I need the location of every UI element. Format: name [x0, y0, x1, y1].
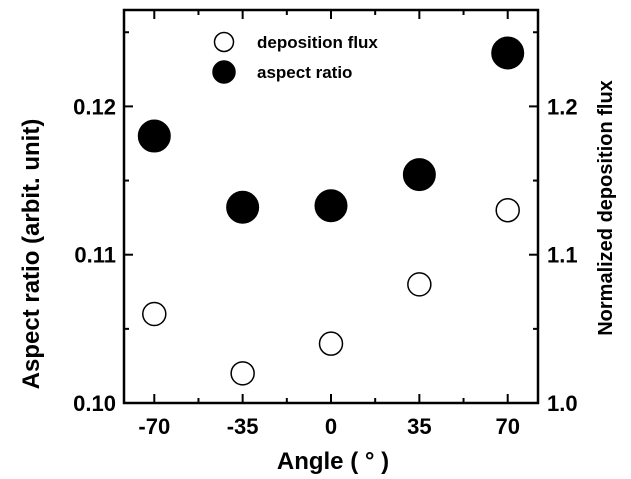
- y-axis-title: Aspect ratio (arbit. unit): [18, 119, 45, 390]
- y-tick-label-right: 1.0: [547, 391, 578, 416]
- x-tick-label: 70: [495, 414, 519, 439]
- aspect-ratio-point: [314, 189, 348, 223]
- aspect-ratio-point: [226, 190, 260, 224]
- aspect-ratio-point: [491, 36, 525, 70]
- deposition-flux-point: [495, 197, 520, 223]
- y-tick-label-right: 1.1: [547, 243, 578, 268]
- x-axis-title: Angle ( ° ): [277, 448, 389, 475]
- x-tick-label: -70: [138, 414, 170, 439]
- y-right-axis-title: Normalized deposition flux: [595, 80, 617, 336]
- legend-label: aspect ratio: [257, 63, 352, 82]
- x-tick-label: 35: [407, 414, 431, 439]
- legend-marker-deposition-flux: [213, 31, 235, 53]
- legend-label: deposition flux: [257, 33, 378, 52]
- deposition-flux-point: [407, 272, 432, 297]
- deposition-flux-point: [142, 301, 167, 327]
- y-tick-label-left: 0.10: [73, 391, 116, 416]
- legend-marker-aspect-ratio: [212, 60, 236, 84]
- y-tick-label-right: 1.2: [547, 94, 578, 119]
- x-tick-label: -35: [227, 414, 259, 439]
- aspect-ratio-point: [402, 158, 436, 192]
- deposition-flux-point: [230, 361, 255, 386]
- y-tick-label-left: 0.11: [74, 243, 116, 268]
- x-tick-label: 0: [325, 414, 337, 439]
- aspect-ratio-point: [137, 119, 171, 153]
- y-tick-label-left: 0.12: [73, 94, 116, 119]
- deposition-flux-point: [318, 331, 344, 356]
